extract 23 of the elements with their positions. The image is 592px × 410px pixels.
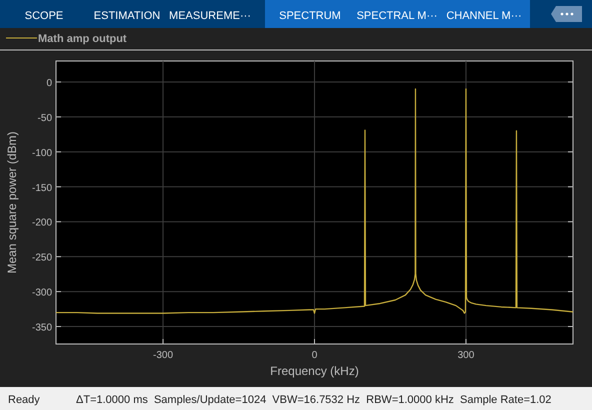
text: ΔT=1.0000 ms Samples/Update=1024 VBW=16.7532 Hz RBW=1.0000 kHz Sample Rate=1.02 [76,394,552,406]
text: SPECTRAL M··· [356,10,438,22]
x-axis-title: Frequency (kHz) [270,364,359,378]
y-tick-label: -300 [32,288,52,299]
text: SPECTRUM [279,10,341,22]
y-tick-label: 0 [46,78,52,89]
text: CHANNEL M··· [446,10,522,22]
y-tick-label: -100 [32,148,52,159]
text: Ready [8,394,40,406]
legend-label: Math amp output [38,33,127,45]
y-tick-label: -50 [38,112,52,124]
y-tick-label: -200 [32,218,52,229]
y-axis-title: Mean square power (dBm) [5,131,19,274]
text: ESTIMATION [94,10,160,22]
y-tick-label: -250 [32,252,52,264]
x-tick-label: -300 [153,350,174,361]
y-tick-label: -150 [32,182,52,194]
line-series [55,88,574,314]
y-tick-label: -350 [32,322,52,334]
text: SCOPE [24,10,64,22]
x-tick-label: 300 [458,350,475,361]
text: MEASUREME··· [169,10,251,22]
x-tick-label: 0 [312,350,318,361]
